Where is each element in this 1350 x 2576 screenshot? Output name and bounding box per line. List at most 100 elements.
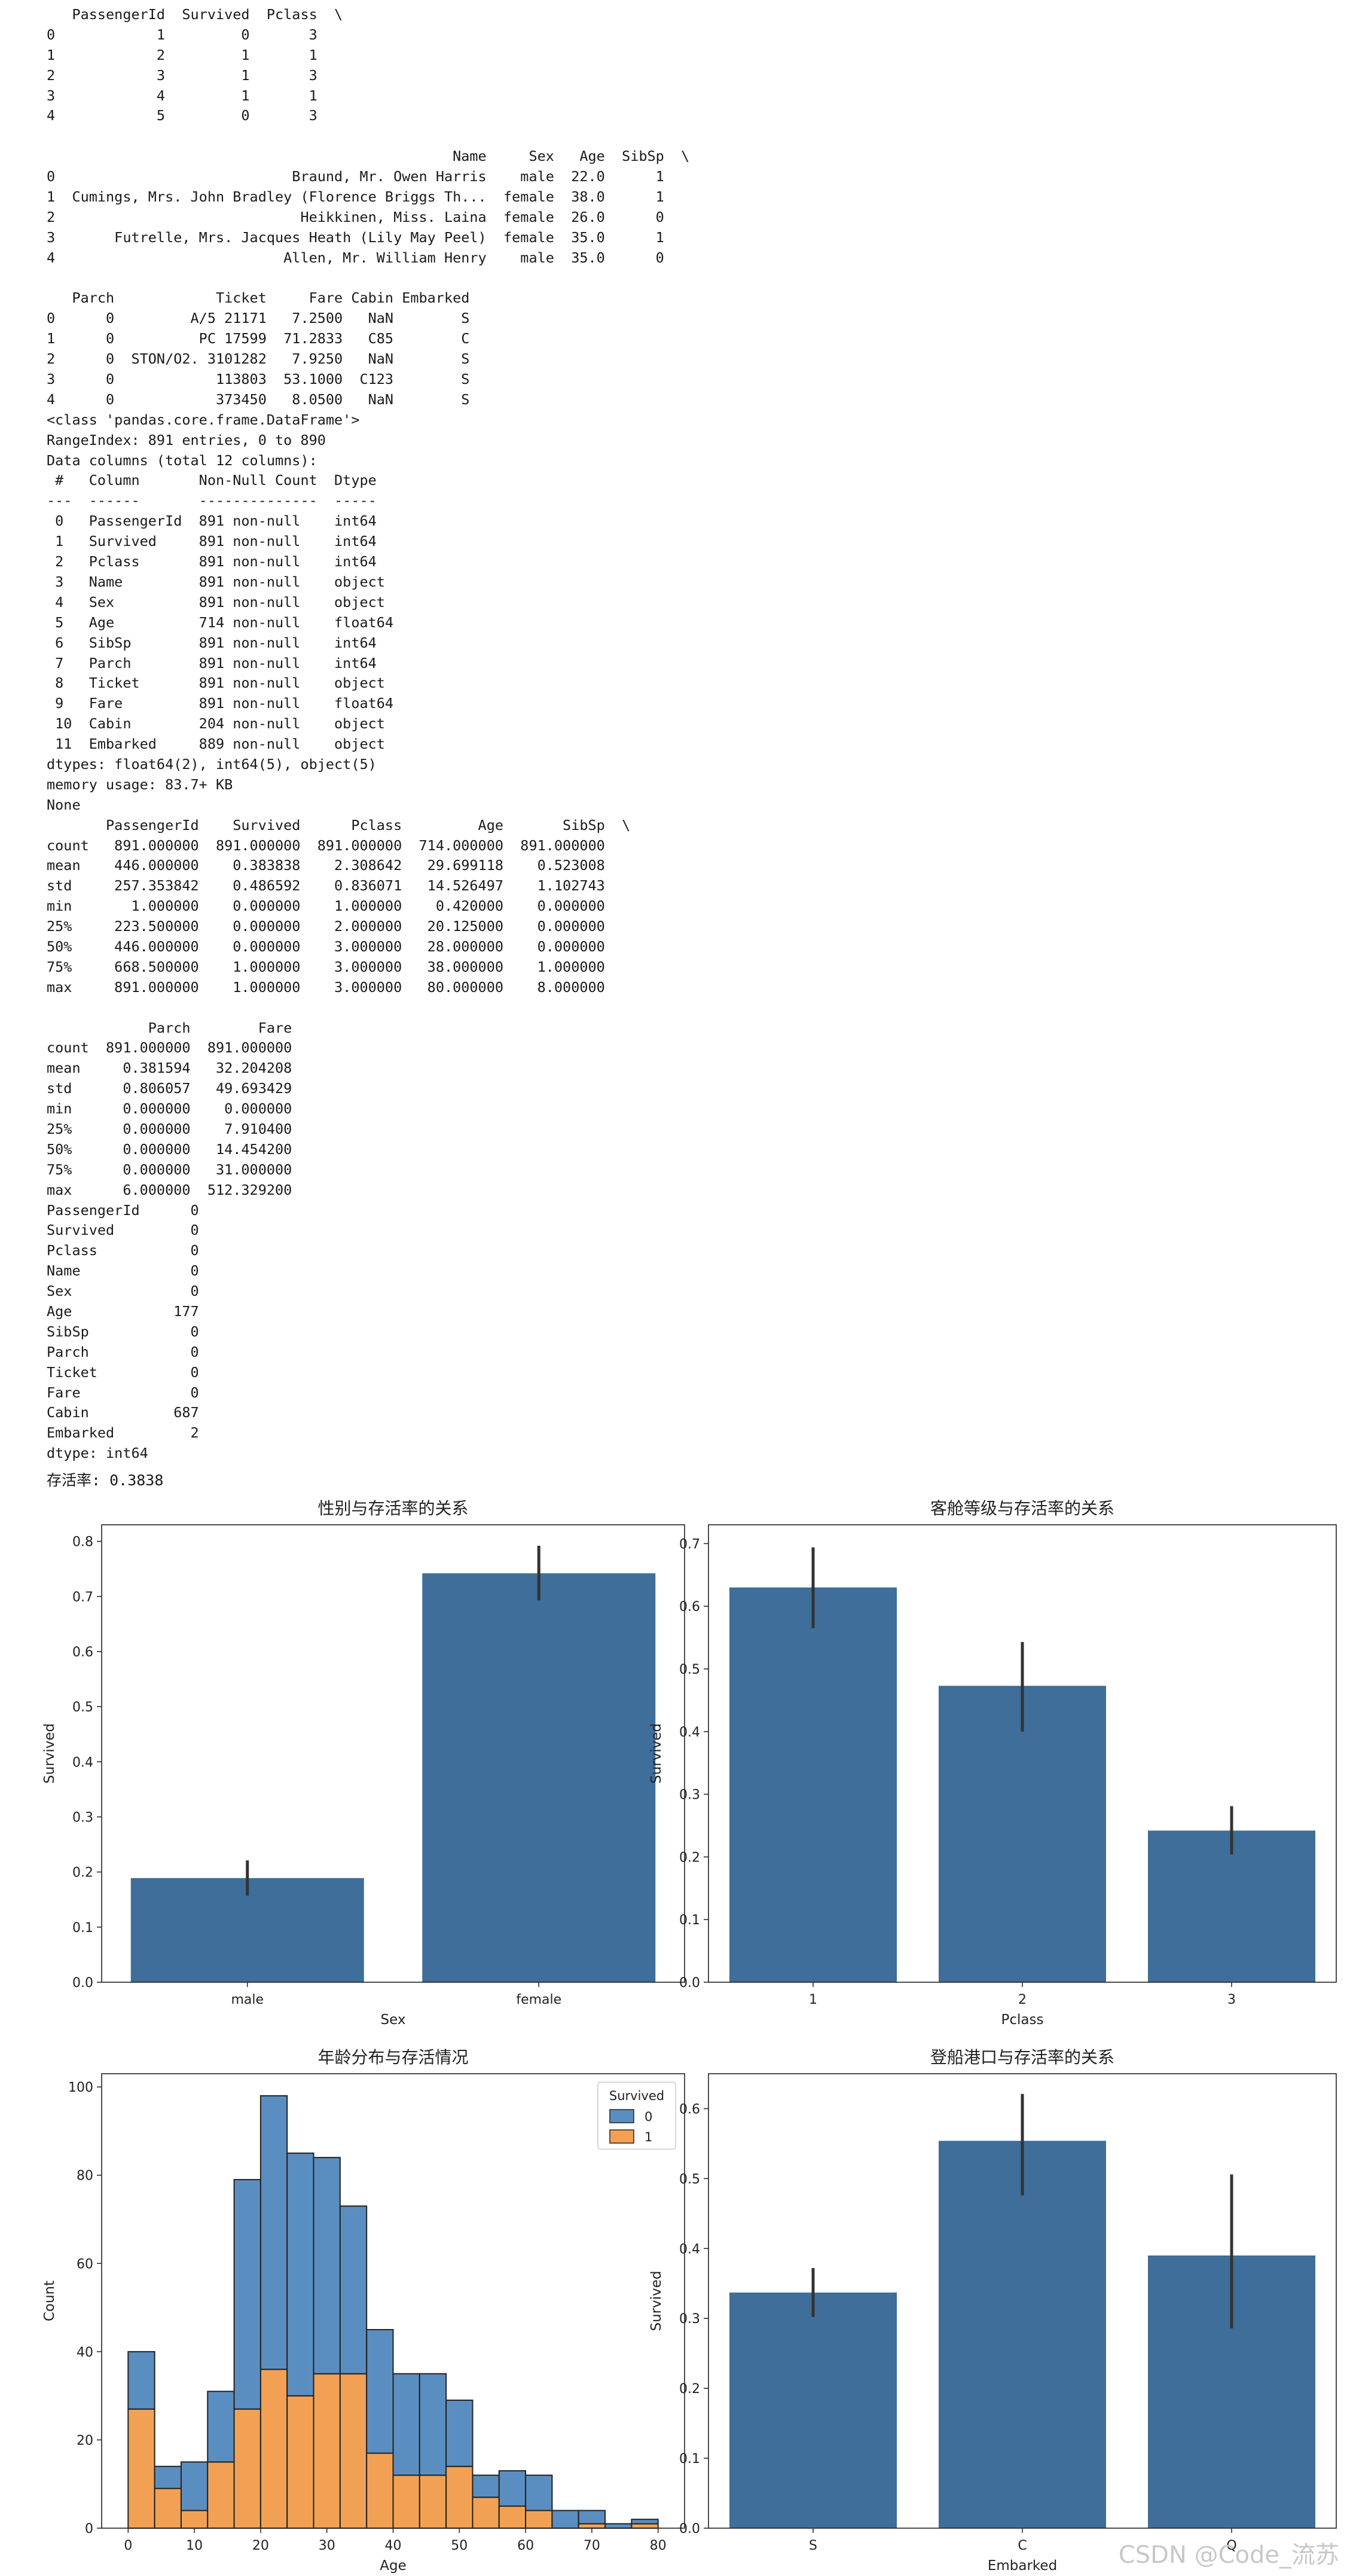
console-line: 2 Heikkinen, Miss. Laina female 26.0 0 bbox=[47, 208, 664, 225]
hist-bar-survived-1 bbox=[180, 2510, 209, 2529]
console-line: 2 0 STON/O2. 3101282 7.9250 NaN S bbox=[47, 350, 470, 368]
x-tick-label: 40 bbox=[385, 2538, 402, 2553]
console-line: 0 Braund, Mr. Owen Harris male 22.0 1 bbox=[47, 168, 664, 185]
pclass-survival-chart: 客舱等级与存活率的关系 0.0 0.1 0.2 0.3 0.4 0.5 0.6 0.7 Survi… bbox=[649, 1498, 1337, 2028]
y-tick-label: 40 bbox=[77, 2345, 93, 2360]
hist-bar-survived-0 bbox=[392, 2373, 420, 2476]
console-line: PassengerId Survived Pclass Age SibSp \ bbox=[47, 816, 631, 834]
console-line: 0 PassengerId 891 non-null int64 bbox=[47, 512, 394, 530]
x-tick-label: S bbox=[809, 2538, 817, 2553]
y-tick-label: 60 bbox=[77, 2257, 93, 2272]
x-tick-label: 10 bbox=[186, 2538, 203, 2553]
console-line: 10 Cabin 204 non-null object bbox=[47, 715, 394, 732]
y-tick-label: 0.3 bbox=[679, 1788, 700, 1803]
console-line: PassengerId Survived Pclass \ bbox=[47, 6, 343, 23]
y-tick-label: 0.1 bbox=[679, 1913, 700, 1928]
axes-frame bbox=[101, 1524, 685, 1983]
console-line bbox=[47, 126, 689, 146]
console-line: RangeIndex: 891 entries, 0 to 890 bbox=[47, 431, 326, 448]
chart-title: 性别与存活率的关系 bbox=[317, 1498, 468, 1518]
console-line: dtype: int64 bbox=[47, 1445, 148, 1462]
sex-survival-chart: 性别与存活率的关系 0.0 0.1 0.2 0.3 0.4 0.5 0.6 0.7 0.8 Surv… bbox=[42, 1498, 685, 2028]
hist-bar-survived-0 bbox=[419, 2373, 447, 2476]
console-line: SibSp 0 bbox=[47, 1323, 199, 1340]
hist-bar-survived-1 bbox=[392, 2474, 420, 2529]
bar bbox=[1148, 1830, 1315, 1982]
hist-bar-survived-1 bbox=[313, 2373, 341, 2529]
console-line: 50% 446.000000 0.000000 3.000000 28.0000… bbox=[47, 938, 605, 955]
hist-bar-survived-0 bbox=[286, 2152, 314, 2397]
console-line: Parch 0 bbox=[47, 1343, 199, 1360]
y-tick-label: 0.7 bbox=[72, 1590, 93, 1605]
console-line: Parch Ticket Fare Cabin Embarked bbox=[47, 289, 470, 307]
console-line: # Column Non-Null Count Dtype bbox=[47, 472, 394, 489]
console-line: 8 Ticket 891 non-null object bbox=[47, 674, 394, 692]
hist-bar-survived-0 bbox=[127, 2351, 155, 2410]
bar bbox=[422, 1573, 656, 1982]
y-tick-label: 0.2 bbox=[72, 1866, 93, 1881]
hist-bar-survived-0 bbox=[498, 2470, 527, 2507]
y-axis-label: Count bbox=[42, 2281, 57, 2321]
console-line: Fare 0 bbox=[47, 1384, 199, 1401]
legend-label: 1 bbox=[645, 2130, 652, 2144]
console-line: 11 Embarked 889 non-null object bbox=[47, 735, 394, 753]
console-line: Age 177 bbox=[47, 1303, 199, 1320]
bar bbox=[939, 1686, 1106, 1982]
y-tick-label: 0.0 bbox=[679, 2522, 700, 2537]
bar bbox=[939, 2141, 1106, 2528]
y-tick-label: 0.4 bbox=[679, 1725, 700, 1740]
console-line: 4 0 373450 8.0500 NaN S bbox=[47, 390, 470, 408]
x-tick-label: female bbox=[516, 1992, 561, 2007]
axes-frame bbox=[708, 1524, 1337, 1983]
y-tick-label: 0.1 bbox=[72, 1921, 93, 1936]
console-line: count 891.000000 891.000000 891.000000 7… bbox=[47, 837, 605, 854]
hist-bar-survived-1 bbox=[233, 2408, 261, 2529]
y-axis-label: Survived bbox=[42, 1723, 57, 1784]
console-line: 1 0 PC 17599 71.2833 C85 C bbox=[47, 330, 470, 347]
hist-bar-survived-0 bbox=[259, 2095, 288, 2370]
hist-bar-survived-0 bbox=[366, 2328, 394, 2454]
legend-title: Survived bbox=[609, 2089, 664, 2103]
console-line: <class 'pandas.core.frame.DataFrame'> bbox=[47, 411, 360, 428]
y-tick-label: 0.2 bbox=[679, 1850, 700, 1865]
x-tick-label: 30 bbox=[319, 2538, 335, 2553]
x-axis-label: Age bbox=[380, 2558, 406, 2574]
y-tick-label: 0.5 bbox=[679, 1662, 700, 1677]
x-tick-label: 70 bbox=[584, 2538, 600, 2553]
hist-bar-survived-0 bbox=[207, 2391, 235, 2463]
hist-bar-survived-1 bbox=[154, 2488, 182, 2529]
console-line: memory usage: 83.7+ KB bbox=[47, 776, 233, 793]
bar bbox=[729, 2292, 897, 2528]
console-line: 4 5 0 3 bbox=[47, 107, 317, 124]
hist-bar-survived-0 bbox=[525, 2474, 553, 2511]
x-tick-label: male bbox=[231, 1992, 264, 2007]
console-line bbox=[47, 268, 689, 289]
chart-title: 客舱等级与存活率的关系 bbox=[930, 1498, 1114, 1518]
console-line: Data columns (total 12 columns): bbox=[47, 451, 317, 469]
console-line: --- ------ -------------- ----- bbox=[47, 492, 394, 509]
console-line: mean 0.381594 32.204208 bbox=[47, 1060, 292, 1077]
console-line: max 6.000000 512.329200 bbox=[47, 1181, 292, 1198]
hist-bar-survived-1 bbox=[286, 2395, 314, 2529]
hist-bar-survived-1 bbox=[207, 2461, 235, 2529]
y-tick-label: 0.6 bbox=[679, 2102, 700, 2117]
chart-title: 年龄分布与存活情况 bbox=[317, 2047, 468, 2067]
console-line: std 0.806057 49.693429 bbox=[47, 1080, 292, 1097]
x-tick-label: 3 bbox=[1227, 1992, 1236, 2007]
console-line: 2 3 1 3 bbox=[47, 66, 317, 84]
x-tick-label: 20 bbox=[252, 2538, 269, 2553]
console-line: 1 2 1 1 bbox=[47, 46, 317, 63]
legend-swatch bbox=[609, 2109, 634, 2123]
console-line: PassengerId 0 bbox=[47, 1201, 199, 1219]
hist-bar-survived-0 bbox=[631, 2519, 659, 2525]
y-axis-label: Survived bbox=[649, 2271, 664, 2331]
y-tick-label: 80 bbox=[77, 2169, 93, 2184]
legend-label: 0 bbox=[645, 2110, 652, 2124]
y-tick-label: 0.7 bbox=[679, 1537, 700, 1552]
y-tick-label: 0.0 bbox=[679, 1976, 700, 1991]
hist-bar-survived-1 bbox=[631, 2523, 659, 2529]
console-line: 25% 0.000000 7.910400 bbox=[47, 1120, 292, 1137]
hist-bar-survived-1 bbox=[525, 2510, 553, 2529]
x-axis-label: Pclass bbox=[1001, 2012, 1044, 2028]
y-tick-label: 0 bbox=[85, 2522, 93, 2537]
